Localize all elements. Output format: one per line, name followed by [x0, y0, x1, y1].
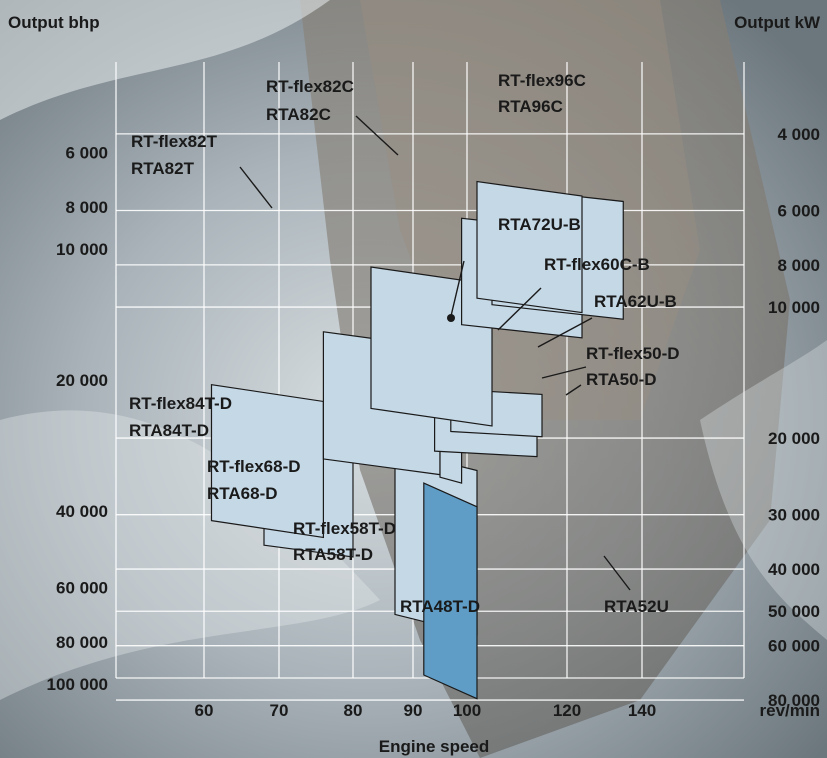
label-leader-lines [239, 115, 631, 591]
label-rt-flex68-d: RT-flex68-D [207, 457, 301, 476]
y-tick-kw: 30 000 [768, 506, 820, 525]
y-tick-bhp: 100 000 [47, 675, 108, 694]
x-tick: 120 [553, 701, 581, 720]
label-rta84t-d: RTA84T-D [129, 421, 209, 440]
label-rta72u-b: RTA72U-B [498, 215, 581, 234]
label-rt-flex84t-d: RT-flex84T-D [129, 394, 232, 413]
leader-line [537, 317, 593, 348]
label-rta82t: RTA82T [131, 159, 195, 178]
y-tick-bhp: 60 000 [56, 579, 108, 598]
x-tick: 100 [453, 701, 481, 720]
series-labels: RT-flex82T RTA82T RT-flex82C RTA82C RT-f… [129, 71, 680, 616]
y-tick-kw: 40 000 [768, 560, 820, 579]
y-tick-kw: 50 000 [768, 602, 820, 621]
y-tick-kw: 6 000 [777, 202, 820, 221]
leader-line [497, 287, 542, 331]
leader-line [603, 555, 631, 591]
label-rt-flex60c-b: RT-flex60C-B [544, 255, 650, 274]
x-tick: 70 [270, 701, 289, 720]
label-rt-flex82t: RT-flex82T [131, 132, 218, 151]
y-tick-kw: 8 000 [777, 256, 820, 275]
x-axis-title: Engine speed [379, 737, 490, 756]
y-tick-kw: 4 000 [777, 125, 820, 144]
label-rta50-d: RTA50-D [586, 370, 657, 389]
label-rta52u: RTA52U [604, 597, 669, 616]
envelope-rta48t-d [476, 180, 583, 314]
y-tick-bhp: 10 000 [56, 240, 108, 259]
y-axis-left-title: Output bhp [8, 13, 100, 32]
engine-envelopes [210, 180, 624, 700]
x-tick: 60 [195, 701, 214, 720]
x-tick: 90 [404, 701, 423, 720]
label-rt-flex50-d: RT-flex50-D [586, 344, 680, 363]
y-tick-kw: 10 000 [768, 298, 820, 317]
x-tick: 140 [628, 701, 656, 720]
label-rta96c: RTA96C [498, 97, 563, 116]
leader-line [239, 166, 273, 209]
y-tick-kw: 20 000 [768, 429, 820, 448]
label-rt-flex82c: RT-flex82C [266, 77, 354, 96]
label-rta82c: RTA82C [266, 105, 331, 124]
envelope-rt-flex96c-rta96c [423, 482, 478, 700]
rta72u-b-marker [447, 314, 455, 322]
y-tick-kw: 80 000 [768, 691, 820, 710]
x-tick: 80 [344, 701, 363, 720]
label-rta68-d: RTA68-D [207, 484, 278, 503]
x-axis-unit: rev/min [760, 701, 820, 720]
label-rta58t-d: RTA58T-D [293, 545, 373, 564]
leader-line [450, 260, 465, 317]
y-tick-bhp: 20 000 [56, 371, 108, 390]
leader-line [565, 384, 582, 396]
label-rt-flex58t-d: RT-flex58T-D [293, 519, 396, 538]
y-axis-right-title: Output kW [734, 13, 821, 32]
y-tick-bhp: 6 000 [65, 143, 108, 162]
label-rt-flex96c: RT-flex96C [498, 71, 586, 90]
y-tick-kw: 60 000 [768, 637, 820, 656]
y-tick-bhp: 40 000 [56, 502, 108, 521]
axis-tick-labels: 6 000 8 000 10 000 20 000 40 000 60 000 80 000… [47, 125, 820, 720]
leader-line [355, 115, 399, 156]
y-tick-bhp: 80 000 [56, 633, 108, 652]
label-rta62u-b: RTA62U-B [594, 292, 677, 311]
label-rta48t-d: RTA48T-D [400, 597, 480, 616]
y-tick-bhp: 8 000 [65, 198, 108, 217]
leader-line [541, 366, 587, 379]
